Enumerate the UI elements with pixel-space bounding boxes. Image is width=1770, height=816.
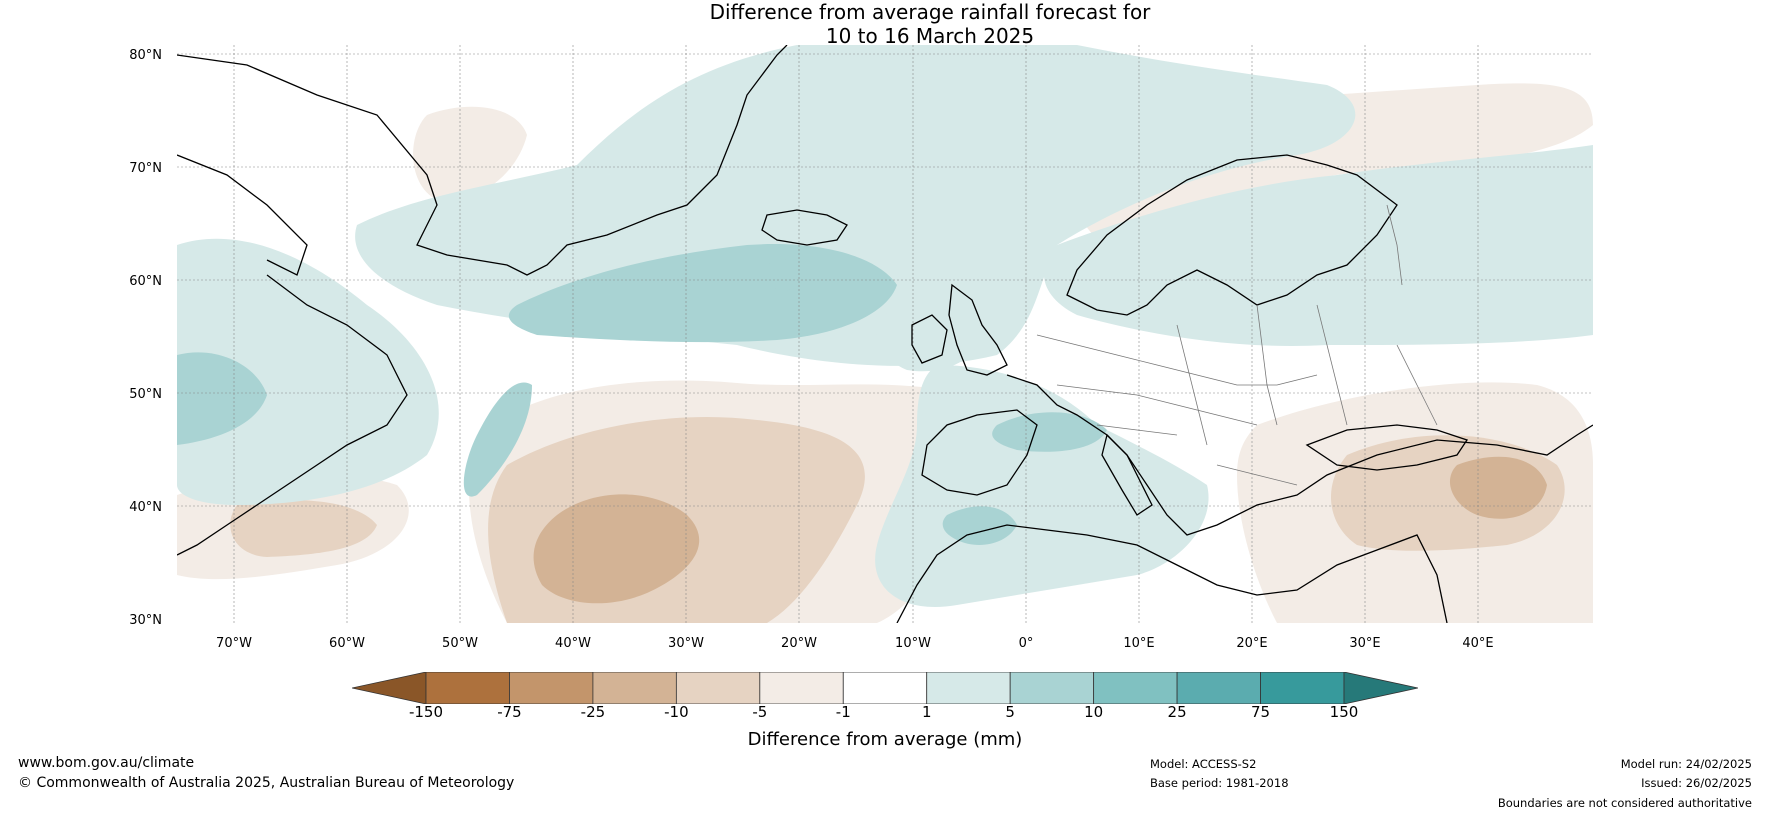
lon-label-50w: 50°W [442, 636, 478, 651]
title-line-1: Difference from average rainfall forecas… [709, 0, 1151, 24]
wet-region-atlantic-core [763, 259, 807, 291]
colorbar-tick-label: 1 [921, 703, 932, 721]
base-period-text: Base period: 1981-2018 [1150, 776, 1289, 790]
colorbar-tick-label: 5 [1005, 703, 1015, 721]
colorbar-segment [675, 672, 761, 704]
graticule [177, 45, 1593, 623]
model-text: Model: ACCESS-S2 [1150, 757, 1257, 771]
drier-regions [177, 83, 1593, 623]
colorbar-segment [509, 672, 594, 704]
colorbar-tick-label: 150 [1329, 703, 1359, 721]
colorbar-tick-label: -10 [664, 703, 689, 721]
wet-region-newfoundland-core [177, 352, 267, 445]
lon-label-20e: 20°E [1236, 636, 1268, 651]
colorbar-segment [425, 672, 510, 704]
dry-region-caucasus [1449, 456, 1547, 519]
lon-label-60w: 60°W [329, 636, 365, 651]
colorbar-tick-label: -75 [497, 703, 522, 721]
lat-label-50n: 50°N [129, 387, 162, 402]
black-sea-coast [1305, 424, 1469, 471]
ireland-coast [911, 314, 948, 364]
model-run-text: Model run: 24/02/2025 [1620, 757, 1752, 771]
lon-label-20w: 20°W [781, 636, 817, 651]
colorbar-segment [759, 672, 844, 704]
copyright-text: © Commonwealth of Australia 2025, Austra… [18, 775, 515, 791]
colorbar-title: Difference from average (mm) [747, 729, 1023, 750]
lon-label-30e: 30°E [1349, 636, 1381, 651]
italy-coast [1101, 433, 1153, 516]
colorbar-tick-label: -25 [580, 703, 606, 721]
colorbar-segment [926, 672, 1011, 704]
iceland-coast [761, 209, 848, 246]
lon-label-0: 0° [1018, 636, 1034, 651]
lon-label-30w: 30°W [668, 636, 704, 651]
wet-region-mediterranean [875, 365, 1209, 607]
lat-label-60n: 60°N [129, 274, 162, 289]
colorbar-segment [592, 672, 677, 704]
lon-label-70w: 70°W [216, 636, 252, 651]
coastlines [177, 45, 1593, 623]
issued-text: Issued: 26/02/2025 [1641, 776, 1752, 790]
dry-region-north-atlantic [413, 106, 527, 201]
colorbar-tick-label: -5 [752, 703, 768, 721]
lat-label-80n: 80°N [129, 48, 162, 63]
wet-region-alps [992, 412, 1107, 452]
colorbar-extend-high [1343, 672, 1418, 704]
scandinavia-coast [1066, 154, 1398, 316]
colorbar-tick-label: 10 [1084, 703, 1104, 721]
europe-coast [1006, 374, 1593, 536]
britain-coast [948, 283, 1008, 376]
colorbar-extend-low [352, 672, 427, 704]
colorbar-tick-label: -1 [835, 703, 851, 721]
wet-region-scandinavia [1043, 145, 1593, 346]
colorbar-tick-label: 75 [1250, 703, 1271, 721]
colorbar-segment [1176, 672, 1261, 704]
lon-label-10w: 10°W [895, 636, 931, 651]
dry-region-atlantic-center [533, 494, 700, 604]
dry-region-west-atlantic-core [230, 500, 377, 557]
lon-label-40w: 40°W [555, 636, 591, 651]
rainfall-map [177, 45, 1593, 623]
lat-label-70n: 70°N [129, 161, 162, 176]
colorbar-segment [1260, 672, 1345, 704]
greenland-coast [177, 45, 788, 276]
wet-region-tyrrhenian [942, 506, 1017, 545]
lat-label-40n: 40°N [129, 500, 162, 515]
colorbar [352, 672, 1418, 704]
wet-region-newfoundland [177, 238, 439, 505]
map-canvas [177, 45, 1593, 623]
colorbar-segment [1009, 672, 1095, 704]
colorbar-segment [1093, 672, 1178, 704]
colorbar-tick-label: -150 [408, 703, 444, 721]
baffin-coast [177, 154, 308, 276]
country-borders [1036, 204, 1438, 486]
africa-coast [896, 524, 1448, 623]
website-link[interactable]: www.bom.gov.au/climate [18, 755, 195, 771]
colorbar-tick-label: 25 [1167, 703, 1187, 721]
labrador-coast [177, 274, 408, 556]
lon-label-10e: 10°E [1123, 636, 1155, 651]
iberia-coast [921, 409, 1038, 496]
disclaimer-text: Boundaries are not considered authoritat… [1497, 796, 1752, 810]
colorbar-segment [842, 672, 928, 704]
wetter-regions [177, 45, 1593, 607]
chart-title: Difference from average rainfall forecas… [600, 0, 1260, 48]
title-line-2: 10 to 16 March 2025 [825, 24, 1035, 48]
lat-label-30n: 30°N [129, 613, 162, 628]
wet-region-mid-atlantic-strip [463, 382, 532, 497]
lon-label-40e: 40°E [1462, 636, 1494, 651]
